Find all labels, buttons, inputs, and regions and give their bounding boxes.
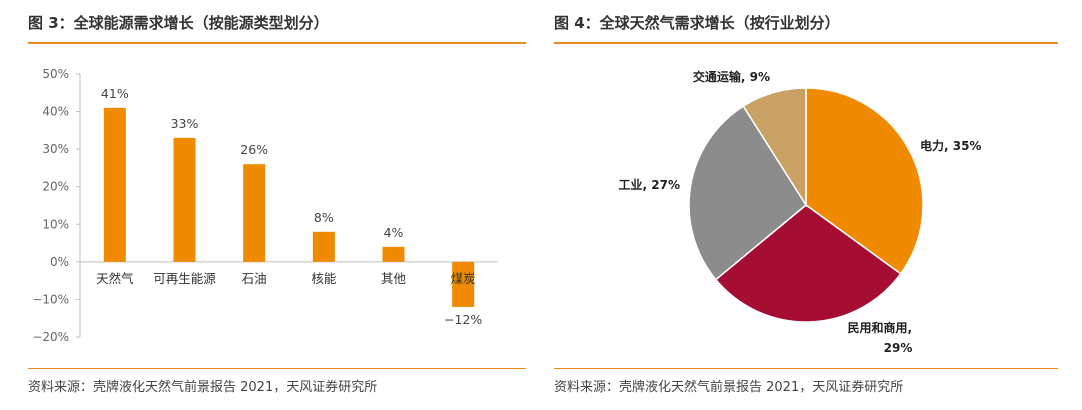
y-tick-label: 20% <box>42 180 69 194</box>
y-tick-label: −20% <box>32 330 69 344</box>
figure4-panel: 图 4：全球天然气需求增长（按行业划分） 电力, 35% 民用和商用, 29% 工业,… <box>554 0 1082 410</box>
bar <box>243 164 266 262</box>
bar <box>382 246 405 262</box>
pie-slice-label-line2: 29% <box>884 341 913 355</box>
bar-value-label: 26% <box>240 142 268 157</box>
bar-chart: 50% 40% 30% 20% 10% 0% −10% −20% 41% 天然气 33% 可再生能源 2… <box>32 67 498 344</box>
figure3-source: 资料来源：壳牌液化天然气前景报告 2021，天风证券研究所 <box>28 380 378 395</box>
x-category-label: 石油 <box>242 271 267 286</box>
x-category-label: 可再生能源 <box>153 271 216 286</box>
figure3-top-rule <box>28 42 526 44</box>
bar-value-label: 33% <box>171 116 199 131</box>
bar <box>452 261 475 307</box>
bar-value-label: 8% <box>314 210 334 225</box>
bar-value-label: 4% <box>384 225 404 240</box>
x-category-label: 煤炭 <box>451 271 476 286</box>
figure3-title: 图 3：全球能源需求增长（按能源类型划分） <box>28 14 329 32</box>
y-tick-label: 10% <box>42 217 69 231</box>
figure4-title: 图 4：全球天然气需求增长（按行业划分） <box>554 14 840 32</box>
x-category-label: 天然气 <box>96 271 134 286</box>
figure3-panel: 图 3：全球能源需求增长（按能源类型划分） 50% 40% 30% 20% 10% 0% −… <box>0 0 528 410</box>
pie-slice-label: 民用和商用, <box>847 320 912 335</box>
bar <box>103 107 126 262</box>
figure4-top-rule <box>554 42 1058 44</box>
pie-chart: 电力, 35% 民用和商用, 29% 工业, 27% 交通运输, 9% <box>619 69 982 355</box>
bar <box>173 137 196 262</box>
y-tick-label: 0% <box>50 255 69 269</box>
pie-slice <box>742 87 807 208</box>
y-tick-label: 40% <box>42 105 69 119</box>
figure4-source: 资料来源：壳牌液化天然气前景报告 2021，天风证券研究所 <box>554 380 904 395</box>
figure3-bottom-rule <box>28 368 526 369</box>
pie-slice-label: 电力, 35% <box>920 138 981 153</box>
bar-value-label: 41% <box>101 86 129 101</box>
pie-slice-label: 工业, 27% <box>619 177 680 192</box>
pie-slice-label: 交通运输, 9% <box>693 69 770 84</box>
bar-value-label: −12% <box>444 312 482 327</box>
pie-slice <box>714 204 902 323</box>
y-tick-label: 50% <box>42 67 69 81</box>
bar <box>312 231 335 262</box>
x-category-label: 其他 <box>381 271 407 286</box>
y-tick-label: 30% <box>42 142 69 156</box>
figure4-bottom-rule <box>554 368 1058 369</box>
pie-slice <box>688 105 807 281</box>
x-category-label: 核能 <box>311 271 337 286</box>
pie-slice <box>805 87 924 275</box>
y-tick-label: −10% <box>32 292 69 306</box>
